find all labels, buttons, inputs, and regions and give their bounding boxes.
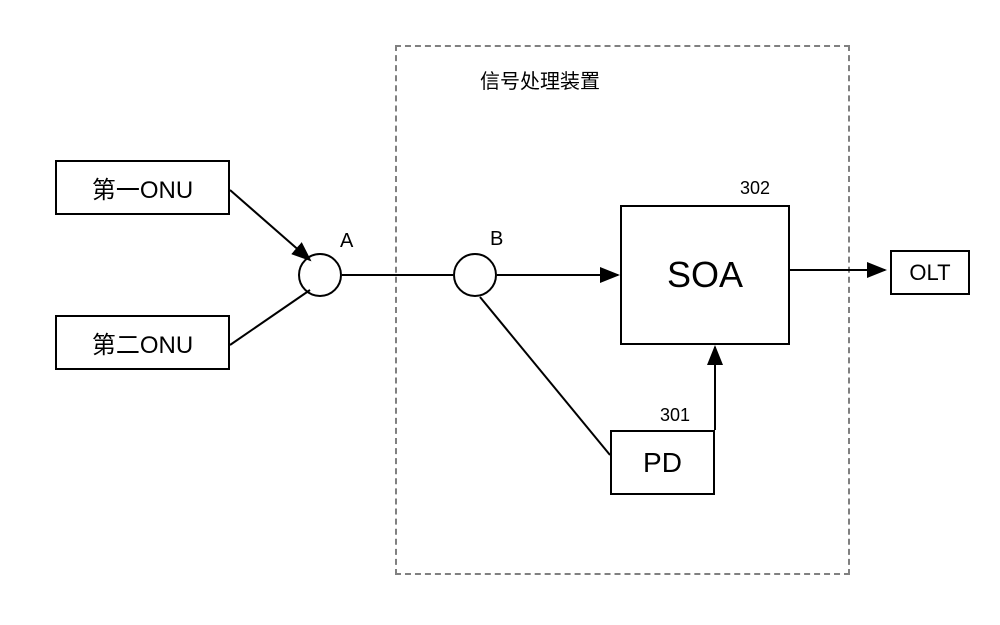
junction-a-circle	[298, 253, 342, 297]
dashed-container-label: 信号处理装置	[480, 65, 600, 94]
olt-label: OLT	[909, 260, 950, 286]
onu2-label: 第二ONU	[92, 325, 193, 360]
edge-onu1-a	[230, 190, 310, 260]
olt-box: OLT	[890, 250, 970, 295]
pd-ref-label: 301	[660, 405, 690, 426]
pd-label: PD	[643, 447, 682, 479]
junction-b-circle	[453, 253, 497, 297]
soa-label: SOA	[667, 254, 743, 296]
pd-box: PD	[610, 430, 715, 495]
junction-b-label: B	[490, 228, 503, 251]
onu1-label: 第一ONU	[92, 170, 193, 205]
onu1-box: 第一ONU	[55, 160, 230, 215]
junction-a-label: A	[340, 230, 353, 253]
soa-box: SOA	[620, 205, 790, 345]
onu2-box: 第二ONU	[55, 315, 230, 370]
edge-onu2-a	[230, 290, 310, 345]
soa-ref-label: 302	[740, 178, 770, 199]
